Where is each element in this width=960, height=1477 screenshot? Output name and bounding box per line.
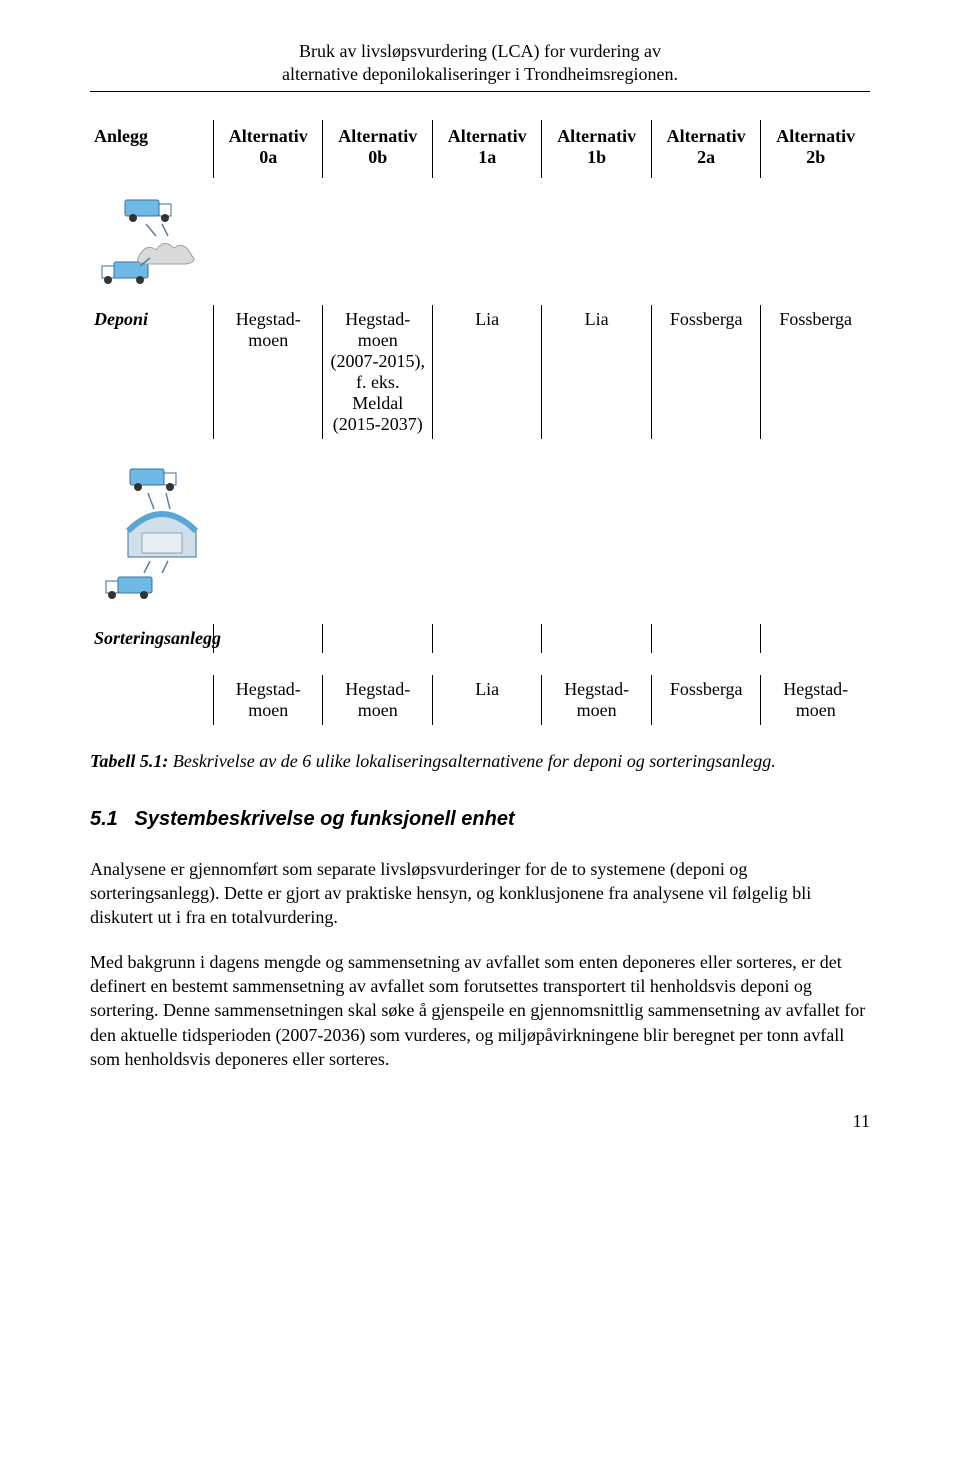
deponi-icon <box>90 196 870 291</box>
col-alt-2b: Alternativ 2b <box>761 120 870 178</box>
deponi-cell-4: Fossberga <box>651 305 760 439</box>
sortering-values: Hegstad- moen Hegstad- moen Lia Hegstad-… <box>90 675 870 725</box>
sortering-cell-0: Hegstad- moen <box>213 675 322 725</box>
header-rule-top <box>90 91 870 92</box>
header-line-1: Bruk av livsløpsvurdering (LCA) for vurd… <box>299 41 661 61</box>
col-alt-2a: Alternativ 2a <box>651 120 760 178</box>
para-2: Med bakgrunn i dagens mengde og sammense… <box>90 950 870 1071</box>
deponi-table: Deponi Hegstad- moen Hegstad- moen (2007… <box>90 305 870 439</box>
col-anlegg: Anlegg <box>90 120 213 178</box>
deponi-cell-1: Hegstad- moen (2007-2015), f. eks. Melda… <box>323 305 432 439</box>
col-alt-1a: Alternativ 1a <box>432 120 541 178</box>
sortering-icon <box>90 465 870 610</box>
page-number: 11 <box>90 1111 870 1132</box>
sortering-table: Sorteringsanlegg <box>90 624 870 653</box>
sortering-cell-1: Hegstad- moen <box>323 675 432 725</box>
sortering-cell-4: Fossberga <box>651 675 760 725</box>
col-alt-0b-top: Alternativ <box>338 126 417 146</box>
section-num: 5.1 <box>90 808 118 830</box>
header-line-2: alternative deponilokaliseringer i Trond… <box>282 64 678 84</box>
col-alt-0b-bot: 0b <box>368 147 387 167</box>
col-alt-0b: Alternativ 0b <box>323 120 432 178</box>
deponi-cell-3: Lia <box>542 305 651 439</box>
sortering-cell-3: Hegstad- moen <box>542 675 651 725</box>
para-1: Analysene er gjennomført som separate li… <box>90 857 870 930</box>
caption-bold: Tabell 5.1: <box>90 751 168 771</box>
deponi-cell-0: Hegstad- moen <box>213 305 322 439</box>
col-alt-1b-bot: 1b <box>587 147 606 167</box>
col-alt-0a: Alternativ 0a <box>213 120 322 178</box>
section-heading: 5.1 Systembeskrivelse og funksjonell enh… <box>90 808 870 831</box>
col-alt-1b: Alternativ 1b <box>542 120 651 178</box>
col-alt-1b-top: Alternativ <box>557 126 636 146</box>
sortering-cell-5: Hegstad- moen <box>761 675 870 725</box>
col-alt-1a-top: Alternativ <box>448 126 527 146</box>
deponi-cell-2: Lia <box>432 305 541 439</box>
deponi-cell-5: Fossberga <box>761 305 870 439</box>
sortering-label: Sorteringsanlegg <box>90 624 213 653</box>
alternatives-header-table: Anlegg Alternativ 0a Alternativ 0b Alter… <box>90 120 870 178</box>
table-caption: Tabell 5.1: Beskrivelse av de 6 ulike lo… <box>90 751 870 772</box>
col-alt-0a-top: Alternativ <box>229 126 308 146</box>
section-title: Systembeskrivelse og funksjonell enhet <box>134 808 514 830</box>
col-alt-0a-bot: 0a <box>259 147 277 167</box>
col-alt-1a-bot: 1a <box>478 147 496 167</box>
col-alt-2b-bot: 2b <box>806 147 825 167</box>
sortering-cell-2: Lia <box>432 675 541 725</box>
caption-rest: Beskrivelse av de 6 ulike lokaliseringsa… <box>168 751 775 771</box>
col-alt-2a-bot: 2a <box>697 147 715 167</box>
deponi-label: Deponi <box>90 305 213 439</box>
col-alt-2a-top: Alternativ <box>667 126 746 146</box>
col-alt-2b-top: Alternativ <box>776 126 855 146</box>
